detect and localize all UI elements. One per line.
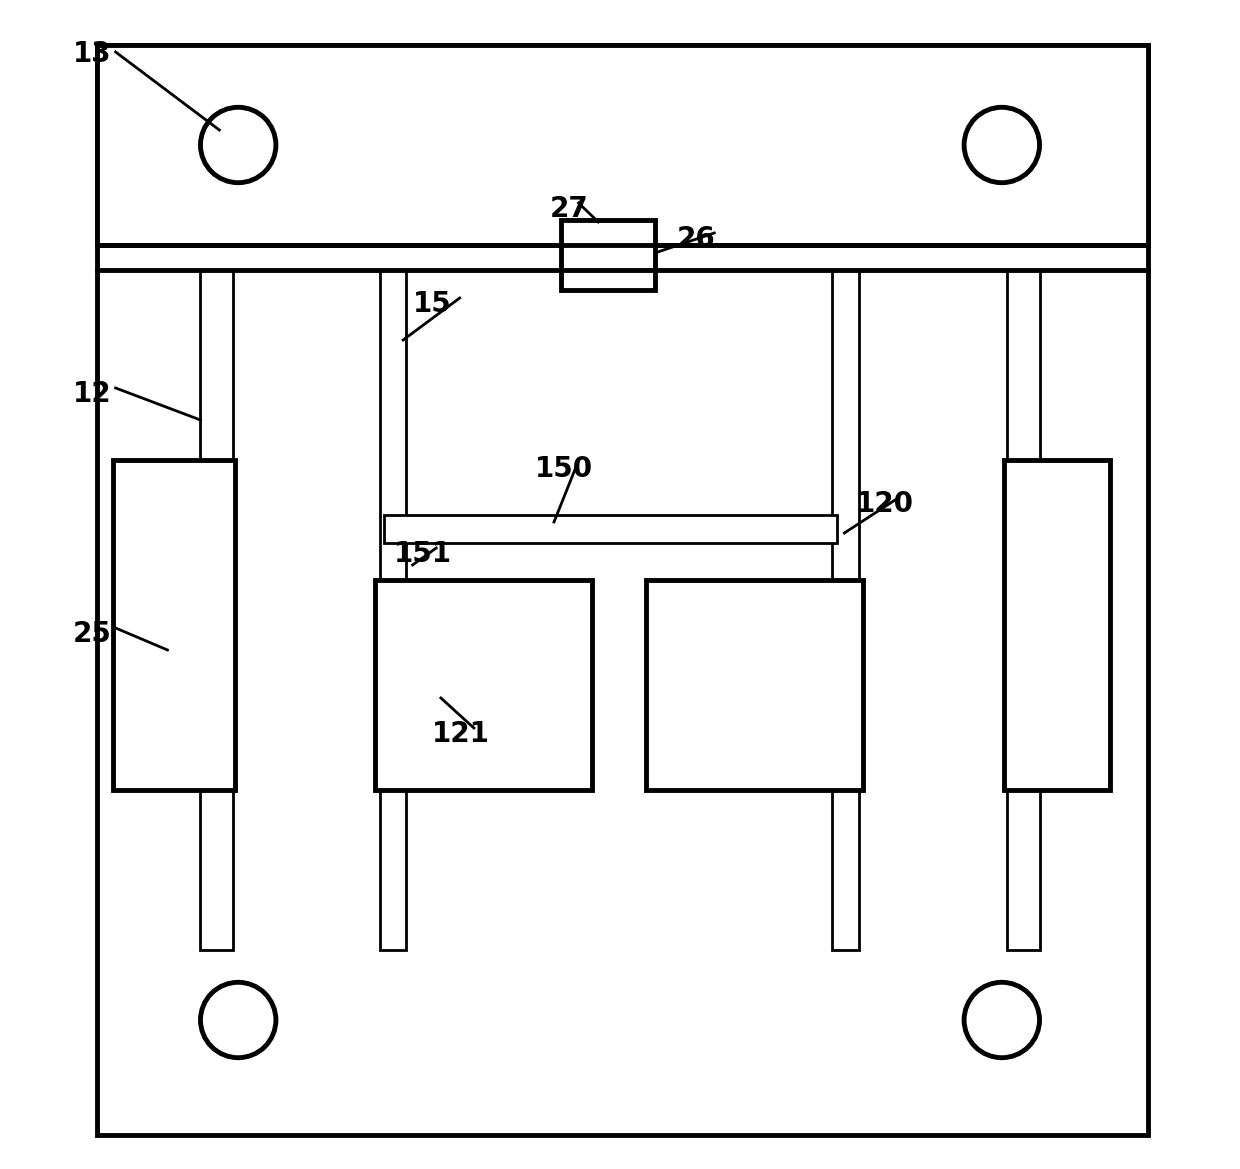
Bar xyxy=(97,44,1148,245)
Text: 26: 26 xyxy=(677,224,715,253)
Text: 12: 12 xyxy=(73,380,112,408)
Bar xyxy=(374,580,591,790)
Text: 120: 120 xyxy=(856,490,914,518)
Text: 13: 13 xyxy=(73,40,112,68)
Text: 151: 151 xyxy=(394,540,451,568)
Bar xyxy=(646,580,863,790)
Bar xyxy=(832,270,858,950)
Bar xyxy=(1003,459,1110,790)
Bar xyxy=(97,44,1148,1135)
Bar xyxy=(384,516,837,542)
Bar xyxy=(1007,270,1039,950)
Bar xyxy=(113,459,236,790)
Text: 27: 27 xyxy=(549,195,588,223)
Circle shape xyxy=(201,108,275,182)
Text: 121: 121 xyxy=(432,720,490,748)
Circle shape xyxy=(201,982,275,1058)
Bar xyxy=(201,270,233,950)
Bar xyxy=(379,270,405,950)
Text: 25: 25 xyxy=(73,620,112,648)
Circle shape xyxy=(965,108,1039,182)
Circle shape xyxy=(965,982,1039,1058)
Text: 150: 150 xyxy=(536,455,593,483)
Bar xyxy=(560,220,655,290)
Text: 15: 15 xyxy=(413,290,451,318)
